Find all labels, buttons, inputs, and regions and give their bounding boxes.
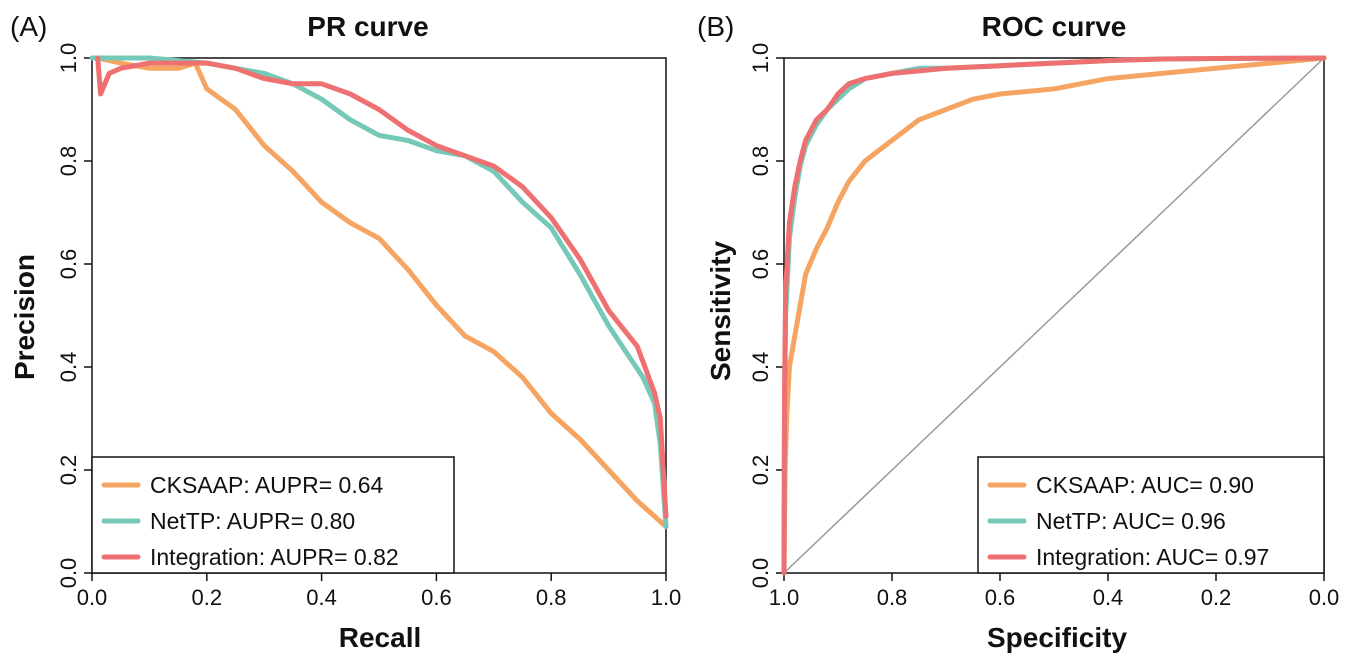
panel-b-plot: 1.0 0.8 0.6 0.4 0.2 0.0 0.0 0.2 0.4 0.6 0.8 1.0 CKSA… [748,43,1339,610]
panel-a-legend: CKSAAP: AUPR= 0.64 NetTP: AUPR= 0.80 Integ… [91,456,455,574]
panel-a-xtick-label: 1.0 [651,585,682,610]
panel-a-title: PR curve [307,11,428,42]
panel-b-ytick-label: 0.4 [748,352,773,383]
panel-a-legend-label: CKSAAP: AUPR= 0.64 [150,472,384,498]
panel-a-xtick-label: 0.8 [536,585,567,610]
panel-a-ylabel: Precision [9,254,40,380]
panel-b-ytick-label: 0.0 [748,558,773,589]
panel-a-xtick-label: 0.2 [192,585,223,610]
panel-b-ylabel: Sensitivity [705,241,736,381]
panel-a-label: (A) [10,11,47,42]
panel-b-xtick-label: 0.2 [1201,585,1232,610]
panel-b-legend-frame [977,456,1325,574]
panel-b-xtick-label: 1.0 [769,585,800,610]
panel-a: (A) PR curve Recall Precision 0.0 0.2 0.4 0… [9,11,681,653]
panel-b-xlabel: Specificity [987,622,1127,653]
panel-b-ytick-label: 0.8 [748,146,773,177]
panel-a-ytick-label: 0.8 [56,146,81,177]
panel-b-diagonal-line [783,57,1325,574]
panel-a-ytick-label: 0.4 [56,352,81,383]
panel-b-series-line-0 [781,55,1327,576]
panel-b-legend-label: CKSAAP: AUC= 0.90 [1036,472,1254,498]
panel-a-xtick-label: 0.4 [306,585,337,610]
panel-b-title: ROC curve [982,11,1127,42]
panel-a-legend-label: NetTP: AUPR= 0.80 [150,508,355,534]
panel-b-series-line-2 [781,55,1327,576]
panel-a-legend-frame [91,456,455,574]
panel-a-series-line-2 [95,55,669,519]
panel-b-ytick-label: 0.2 [748,455,773,486]
panel-b: (B) ROC curve Specificity Sensitivity 1.… [697,11,1339,653]
panel-b-legend: CKSAAP: AUC= 0.90 NetTP: AUC= 0.96 Integra… [977,456,1325,574]
panel-b-label: (B) [697,11,734,42]
panel-b-ytick-label: 0.6 [748,249,773,280]
panel-b-legend-label: Integration: AUC= 0.97 [1036,544,1269,570]
panel-a-series-line-0 [95,55,669,530]
panel-a-legend-label: Integration: AUPR= 0.82 [150,544,399,570]
panel-a-xtick-label: 0.0 [77,585,108,610]
panel-b-xtick-label: 0.4 [1093,585,1124,610]
panel-a-plot: 0.0 0.2 0.4 0.6 0.8 1.0 0.0 0.2 0.4 0.6 0.8 1.0 CKSA… [56,43,681,610]
panel-b-ytick-label: 1.0 [748,43,773,74]
panel-a-ytick-label: 0.6 [56,249,81,280]
panel-b-xtick-label: 0.0 [1309,585,1340,610]
panel-a-ytick-label: 1.0 [56,43,81,74]
panel-b-legend-label: NetTP: AUC= 0.96 [1036,508,1226,534]
panel-b-xtick-label: 0.8 [877,585,908,610]
panel-b-xtick-label: 0.6 [985,585,1016,610]
panel-a-ytick-label: 0.2 [56,455,81,486]
panel-a-ytick-label: 0.0 [56,558,81,589]
panel-a-xlabel: Recall [339,622,422,653]
panel-a-xtick-label: 0.6 [421,585,452,610]
